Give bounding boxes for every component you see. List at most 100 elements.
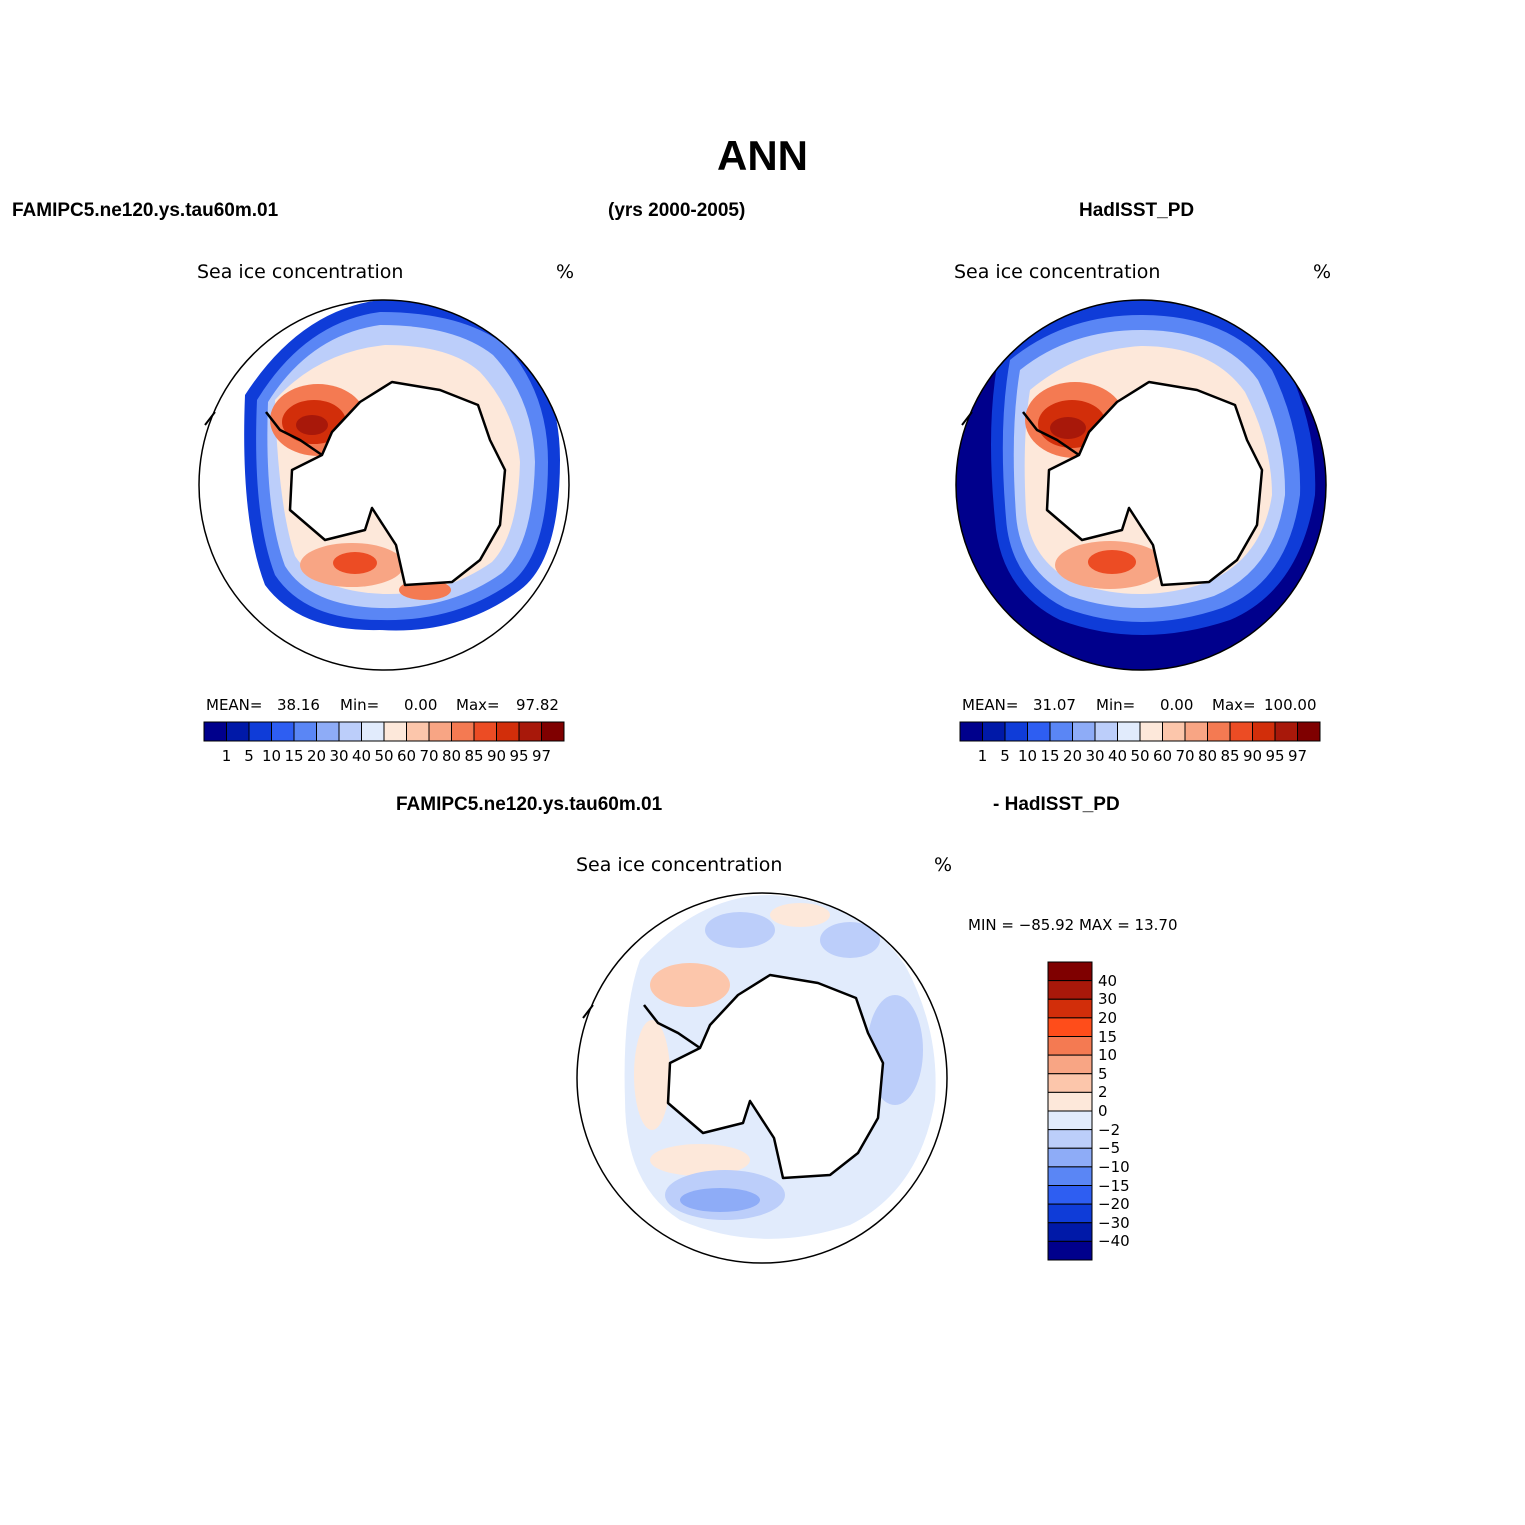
- obs-weddell-core: [1050, 417, 1086, 439]
- obs-panel-title: Sea ice concentration: [954, 261, 1161, 283]
- colorbar-box: [1047, 1110, 1093, 1131]
- colorbar-tick-label: 97: [1287, 747, 1308, 765]
- colorbar-box: [1047, 1017, 1093, 1037]
- colorbar-tick-label: 60: [1152, 747, 1173, 765]
- colorbar-tick-label: 5: [1000, 747, 1010, 765]
- model-map: [198, 299, 570, 671]
- colorbar-box: [473, 721, 497, 742]
- colorbar-tick-label: 20: [1062, 747, 1083, 765]
- colorbar-box: [338, 721, 362, 742]
- colorbar-box: [428, 721, 452, 742]
- obs-ross-high-2: [1088, 550, 1136, 574]
- colorbar-tick-label: −30: [1098, 1213, 1130, 1232]
- colorbar-tick-label: 10: [261, 747, 282, 765]
- colorbar-tick-label: 95: [1265, 747, 1285, 765]
- obs-mean-value: 31.07: [1033, 696, 1076, 714]
- obs-min-label: Min=: [1096, 696, 1136, 714]
- obs-antarctic-peninsula: [1022, 411, 1080, 457]
- diff-minmax-label: MIN = −85.92 MAX = 13.70: [968, 916, 1178, 934]
- colorbar-tick-label: 70: [1175, 747, 1195, 765]
- diff-antarctica: [666, 973, 885, 1180]
- colorbar-box: [1049, 721, 1073, 742]
- colorbar-box: [361, 721, 385, 742]
- model-max-label: Max=: [456, 696, 500, 714]
- colorbar-box: [496, 721, 520, 742]
- model-min-value: 0.00: [404, 696, 438, 714]
- colorbar-box: [1027, 721, 1051, 742]
- colorbar-tick-label: 95: [509, 747, 529, 765]
- obs-min-value: 0.00: [1160, 696, 1194, 714]
- colorbar-box: [1047, 961, 1093, 982]
- colorbar-tick-label: 20: [306, 747, 327, 765]
- colorbar-tick-label: 15: [1040, 747, 1060, 765]
- model-mean-label: MEAN=: [206, 696, 263, 714]
- colorbar-box: [1004, 721, 1028, 742]
- model-antarctica: [288, 380, 507, 587]
- colorbar-box: [1047, 1185, 1093, 1205]
- colorbar-box: [203, 721, 227, 742]
- colorbar-tick-label: 5: [244, 747, 254, 765]
- obs-mean-label: MEAN=: [962, 696, 1019, 714]
- colorbar-tick-label: 80: [441, 747, 462, 765]
- colorbar-box: [1047, 1166, 1093, 1186]
- model-panel-units: %: [556, 261, 575, 283]
- diff-map: [576, 892, 948, 1264]
- colorbar-box: [383, 721, 407, 742]
- colorbar-box: [959, 721, 983, 742]
- model-mean-value: 38.16: [277, 696, 320, 714]
- colorbar-tick-label: 97: [531, 747, 552, 765]
- model-antarctic-peninsula: [265, 411, 323, 457]
- colorbar-tick-label: 70: [419, 747, 439, 765]
- model-ross-high-2: [333, 552, 377, 574]
- colorbar-tick-label: 90: [486, 747, 507, 765]
- colorbar-box: [1094, 721, 1118, 742]
- colorbar-box: [1047, 1147, 1093, 1168]
- colorbar-box: [1184, 721, 1208, 742]
- diff-case-label: FAMIPC5.ne120.ys.tau60m.01: [396, 794, 663, 815]
- diff-negative-4: [820, 922, 880, 958]
- colorbar-box: [982, 721, 1006, 742]
- diff-map-boundary: [576, 892, 948, 1264]
- colorbar-box: [1117, 721, 1141, 742]
- colorbar-tick-label: 2: [1098, 1083, 1108, 1102]
- colorbar-box: [1252, 721, 1276, 742]
- years-label: (yrs 2000-2005): [608, 200, 746, 221]
- colorbar-box: [271, 721, 295, 742]
- colorbar-tick-label: 1: [221, 747, 232, 765]
- obs-antarctica: [1045, 380, 1264, 587]
- diff-panel-units: %: [934, 854, 953, 876]
- colorbar-box: [1047, 1222, 1093, 1242]
- colorbar-tick-label: 40: [1098, 971, 1118, 990]
- case-name-label: FAMIPC5.ne120.ys.tau60m.01: [12, 200, 279, 221]
- colorbar-tick-label: 15: [284, 747, 304, 765]
- colorbar-box: [1139, 721, 1163, 742]
- colorbar-tick-label: −10: [1098, 1157, 1130, 1176]
- colorbar-tick-label: 15: [1098, 1027, 1118, 1046]
- model-weddell-core: [296, 415, 328, 435]
- diff-panel-title: Sea ice concentration: [576, 854, 783, 876]
- model-min-label: Min=: [340, 696, 380, 714]
- colorbar-box: [1072, 721, 1096, 742]
- colorbar-tick-label: −2: [1098, 1120, 1121, 1139]
- colorbar-box: [316, 721, 340, 742]
- figure-title: ANN: [717, 132, 808, 179]
- colorbar-box: [1207, 721, 1231, 742]
- diff-positive-2: [634, 1020, 670, 1130]
- obs-map: [955, 299, 1327, 671]
- colorbar-box: [1297, 721, 1321, 742]
- obs-max-label: Max=: [1212, 696, 1256, 714]
- colorbar-tick-label: −15: [1098, 1176, 1130, 1195]
- colorbar-tick-label: 20: [1098, 1008, 1118, 1027]
- colorbar-tick-label: 40: [351, 747, 372, 765]
- colorbar-tick-label: 85: [464, 747, 484, 765]
- colorbar-box: [1047, 980, 1093, 1000]
- obs-map-boundary: [955, 299, 1327, 671]
- colorbar-tick-label: 90: [1242, 747, 1263, 765]
- colorbar-box: [293, 721, 317, 742]
- diff-positive-3: [650, 1144, 750, 1176]
- colorbar-tick-label: 10: [1098, 1046, 1118, 1065]
- model-colorbar: [203, 721, 565, 742]
- colorbar-tick-label: 80: [1197, 747, 1218, 765]
- colorbar-tick-label: 0: [1098, 1102, 1108, 1120]
